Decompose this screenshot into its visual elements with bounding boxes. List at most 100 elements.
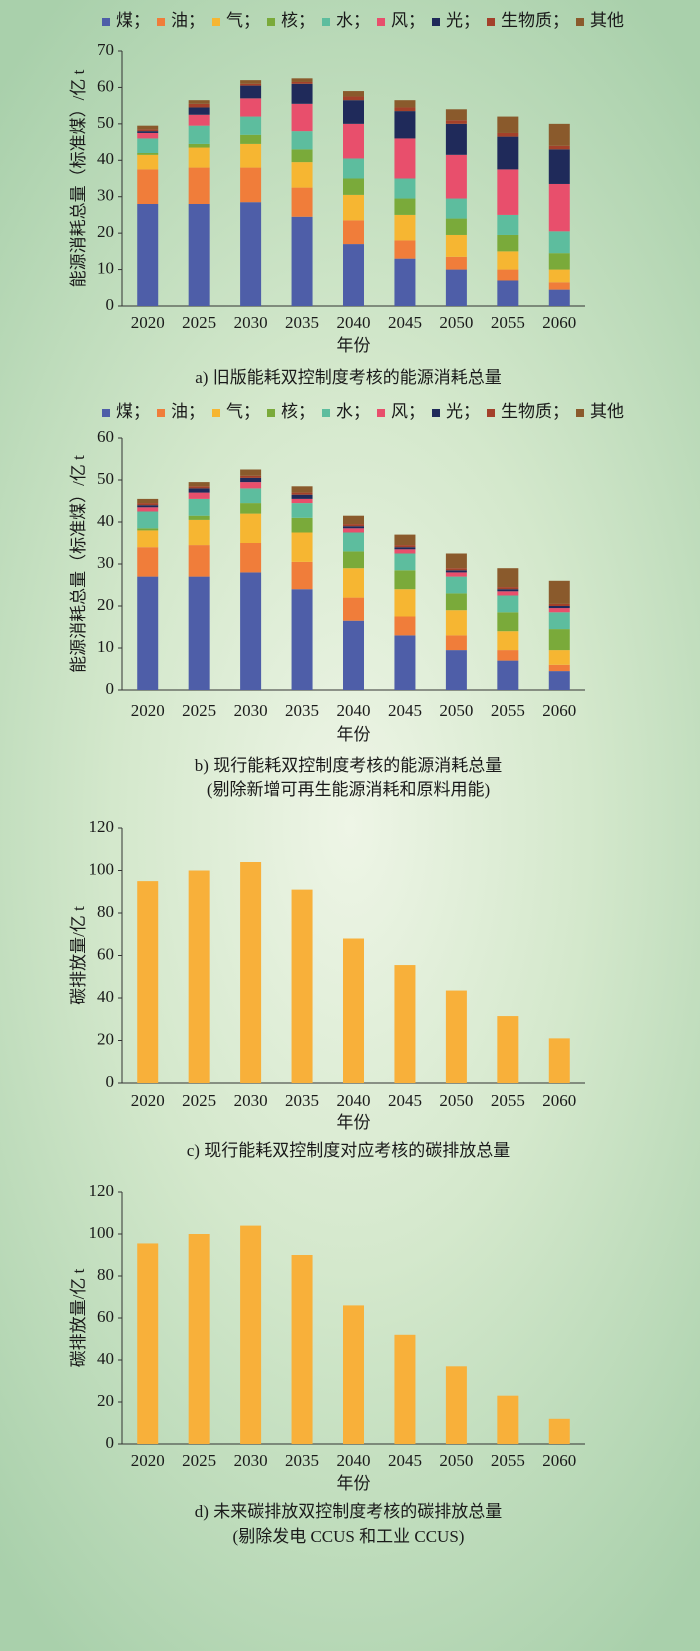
y-axis-label: 能源消耗总量（标准煤）/亿 t <box>69 455 88 673</box>
bar-segment <box>240 543 262 573</box>
bar-segment <box>240 202 262 306</box>
x-tick-label: 2035 <box>285 701 319 720</box>
bar-segment <box>137 204 159 306</box>
bar-segment <box>137 505 159 508</box>
legend-marker <box>267 18 275 26</box>
bar-segment <box>548 282 570 290</box>
bar-segment <box>445 650 467 690</box>
bar-segment <box>445 576 467 594</box>
bar-segment <box>394 589 416 617</box>
bar-segment <box>445 553 467 569</box>
y-tick-label: 120 <box>89 817 115 836</box>
bar-segment <box>240 80 262 84</box>
bar-segment <box>394 138 416 179</box>
x-axis-label: 年份 <box>337 1474 371 1493</box>
bar-segment <box>394 549 416 554</box>
bar-segment <box>497 136 519 170</box>
bar-segment <box>548 231 570 254</box>
bar-segment <box>240 469 262 476</box>
bar <box>497 1016 519 1083</box>
bar <box>137 881 159 1083</box>
x-tick-label: 2040 <box>337 1451 371 1470</box>
bar-segment <box>343 178 364 195</box>
bar-segment <box>445 568 467 571</box>
y-tick-label: 100 <box>89 859 115 878</box>
bar-segment <box>497 660 519 690</box>
bar-segment <box>188 486 210 489</box>
x-axis-label: 年份 <box>337 336 371 355</box>
bar-segment <box>445 234 467 257</box>
y-axis-label: 能源消耗总量（标准煤）/亿 t <box>69 69 88 287</box>
bar-segment <box>291 492 313 495</box>
y-tick-label: 20 <box>97 1029 114 1048</box>
x-tick-label: 2030 <box>234 1091 268 1110</box>
bar <box>548 1418 570 1444</box>
bar-segment <box>188 100 210 104</box>
bar <box>343 938 364 1083</box>
bar-segment <box>137 131 159 133</box>
bar-segment <box>343 532 364 552</box>
legend-marker <box>322 409 330 417</box>
bar-segment <box>240 98 262 117</box>
bar-segment <box>394 547 416 550</box>
legend-marker <box>377 409 385 417</box>
bar-segment <box>240 143 262 168</box>
bar-segment <box>137 530 159 548</box>
legend-marker <box>322 18 330 26</box>
y-tick-label: 60 <box>97 1307 114 1326</box>
bar-segment <box>343 244 364 306</box>
bar-segment <box>137 511 159 529</box>
bar-segment <box>548 145 570 150</box>
bar-segment <box>548 149 570 184</box>
bar-segment <box>548 664 570 672</box>
bar-segment <box>445 154 467 199</box>
x-tick-label: 2040 <box>337 313 371 332</box>
x-tick-label: 2020 <box>131 1091 165 1110</box>
legend-label: 煤； <box>116 402 150 421</box>
y-tick-label: 20 <box>97 222 114 241</box>
bar <box>394 965 416 1083</box>
bar-segment <box>291 486 313 493</box>
x-tick-label: 2030 <box>234 313 268 332</box>
y-tick-label: 60 <box>97 76 114 95</box>
x-tick-label: 2020 <box>131 701 165 720</box>
caption: (剔除新增可再生能源消耗和原料用能) <box>207 780 490 799</box>
bar-segment <box>188 125 210 144</box>
bar-segment <box>343 158 364 179</box>
bar-segment <box>394 111 416 139</box>
bar-segment <box>445 218 467 235</box>
bar-segment <box>188 498 210 516</box>
legend-marker <box>432 18 440 26</box>
bar-segment <box>548 289 570 306</box>
bar-segment <box>445 198 467 219</box>
bar-segment <box>497 595 519 613</box>
bar-segment <box>188 515 210 520</box>
bar-segment <box>188 143 210 148</box>
bar-segment <box>445 256 467 270</box>
y-tick-label: 80 <box>97 902 114 921</box>
bar-segment <box>394 258 416 306</box>
x-tick-label: 2045 <box>388 701 422 720</box>
bar-segment <box>394 107 416 112</box>
bar <box>291 1255 313 1444</box>
bar-segment <box>343 91 364 97</box>
bar-segment <box>497 591 519 596</box>
bar-segment <box>548 606 570 609</box>
bar-segment <box>343 551 364 569</box>
x-tick-label: 2045 <box>388 313 422 332</box>
bar-segment <box>137 507 159 512</box>
y-tick-label: 0 <box>106 295 115 314</box>
y-axis-label: 碳排放量/亿 t <box>69 906 88 1005</box>
y-tick-label: 120 <box>89 1181 115 1200</box>
bar-segment <box>497 589 519 592</box>
bar-segment <box>394 635 416 690</box>
legend-marker <box>212 18 220 26</box>
bar-segment <box>291 503 313 518</box>
bar-segment <box>343 515 364 525</box>
bar-segment <box>343 100 364 124</box>
bar <box>394 1334 416 1444</box>
bar-segment <box>291 81 313 84</box>
bar-segment <box>137 125 159 130</box>
bar-segment <box>497 269 519 281</box>
bar <box>240 1225 262 1444</box>
